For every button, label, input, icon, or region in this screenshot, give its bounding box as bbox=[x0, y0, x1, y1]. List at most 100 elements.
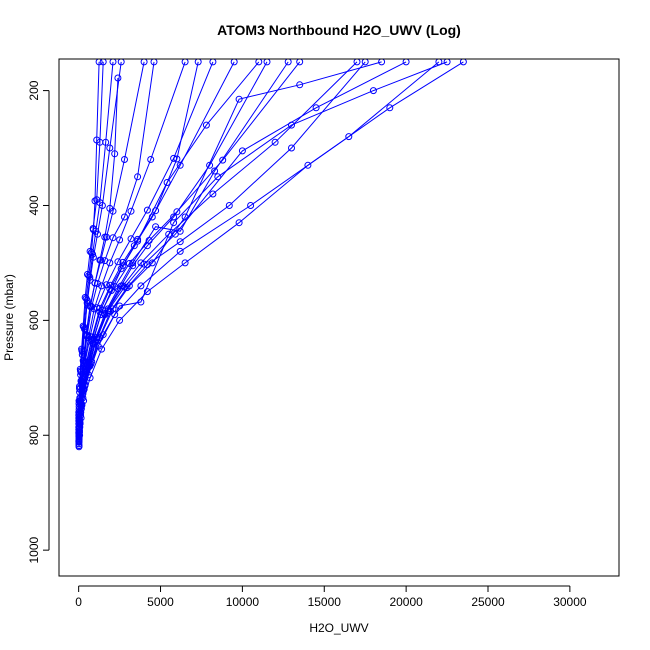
data-point bbox=[150, 59, 158, 66]
data-point bbox=[89, 335, 97, 343]
data-point bbox=[121, 156, 128, 163]
data-point bbox=[129, 259, 137, 267]
data-point bbox=[89, 226, 97, 234]
data-point bbox=[202, 121, 210, 129]
data-point bbox=[235, 219, 243, 227]
data-point bbox=[89, 253, 97, 261]
data-point bbox=[76, 418, 83, 426]
data-point bbox=[116, 302, 124, 310]
data-point bbox=[83, 331, 91, 339]
data-point bbox=[116, 236, 124, 244]
data-point bbox=[225, 202, 233, 209]
data-point bbox=[263, 59, 271, 66]
data-point bbox=[106, 204, 114, 212]
data-point bbox=[87, 249, 95, 257]
data-point bbox=[137, 259, 145, 267]
data-point bbox=[173, 155, 181, 163]
data-point bbox=[165, 230, 173, 238]
data-point bbox=[247, 202, 255, 209]
data-point bbox=[435, 59, 443, 66]
data-point bbox=[77, 405, 85, 413]
data-point bbox=[93, 136, 101, 144]
data-point bbox=[119, 258, 127, 266]
data-point bbox=[271, 138, 279, 146]
data-point bbox=[91, 197, 99, 205]
data-point bbox=[288, 121, 295, 129]
data-point bbox=[75, 435, 83, 443]
data-point bbox=[170, 219, 178, 227]
data-point bbox=[83, 361, 91, 369]
data-point bbox=[94, 336, 102, 344]
y-axis: 200 400 600 800 1000 bbox=[27, 80, 50, 564]
data-point bbox=[369, 87, 377, 95]
data-point bbox=[93, 196, 101, 204]
data-point bbox=[96, 256, 104, 264]
data-point bbox=[230, 59, 238, 66]
data-point bbox=[288, 144, 295, 152]
data-point bbox=[170, 154, 178, 162]
series-line bbox=[78, 61, 268, 439]
data-point bbox=[123, 284, 131, 292]
data-point bbox=[219, 156, 227, 164]
series-line bbox=[78, 61, 407, 439]
data-point bbox=[116, 316, 124, 324]
data-point bbox=[76, 416, 83, 424]
data-point bbox=[304, 161, 312, 169]
data-point bbox=[99, 59, 107, 66]
series-line bbox=[78, 61, 448, 440]
data-point bbox=[211, 167, 219, 175]
data-point bbox=[121, 213, 128, 221]
data-point bbox=[386, 104, 394, 112]
data-point bbox=[98, 306, 106, 314]
data-point bbox=[345, 133, 353, 141]
data-point bbox=[77, 401, 85, 409]
series-line bbox=[78, 61, 186, 430]
data-point bbox=[145, 237, 153, 244]
x-tick-label: 10000 bbox=[226, 595, 260, 609]
data-point bbox=[378, 59, 386, 66]
x-tick-label: 25000 bbox=[471, 595, 505, 609]
data-point bbox=[86, 247, 94, 255]
data-point bbox=[176, 161, 184, 169]
y-axis-title: Pressure (mbar) bbox=[2, 274, 16, 361]
x-tick-label: 5000 bbox=[147, 595, 174, 609]
data-point bbox=[173, 208, 181, 216]
data-point bbox=[114, 74, 122, 82]
data-point bbox=[152, 207, 160, 215]
data-point bbox=[152, 223, 160, 231]
data-point bbox=[125, 260, 133, 267]
data-point bbox=[111, 283, 119, 290]
data-point bbox=[75, 432, 83, 440]
data-point bbox=[296, 81, 304, 89]
data-point bbox=[181, 213, 189, 221]
data-point bbox=[209, 190, 217, 198]
data-point bbox=[77, 367, 84, 375]
data-point bbox=[181, 259, 189, 267]
data-point bbox=[101, 257, 109, 265]
data-point bbox=[143, 288, 151, 296]
data-point bbox=[137, 298, 145, 306]
data-point bbox=[443, 59, 451, 66]
x-tick-label: 15000 bbox=[308, 595, 342, 609]
y-tick-label: 800 bbox=[27, 425, 41, 445]
data-point bbox=[109, 234, 117, 242]
data-point bbox=[109, 305, 117, 313]
data-point bbox=[75, 411, 83, 419]
data-point bbox=[296, 59, 304, 66]
series-line bbox=[78, 61, 199, 434]
data-point bbox=[284, 59, 292, 66]
data-point bbox=[81, 293, 89, 301]
data-point bbox=[147, 156, 155, 163]
data-point bbox=[117, 59, 125, 66]
series-line bbox=[78, 61, 366, 442]
series-line bbox=[78, 61, 301, 437]
x-axis-title: H2O_UWV bbox=[309, 621, 368, 635]
data-point bbox=[194, 59, 202, 66]
data-point bbox=[459, 59, 467, 66]
data-point bbox=[402, 59, 410, 66]
data-point bbox=[103, 281, 110, 289]
data-point bbox=[84, 270, 91, 278]
series-lines bbox=[78, 61, 464, 447]
